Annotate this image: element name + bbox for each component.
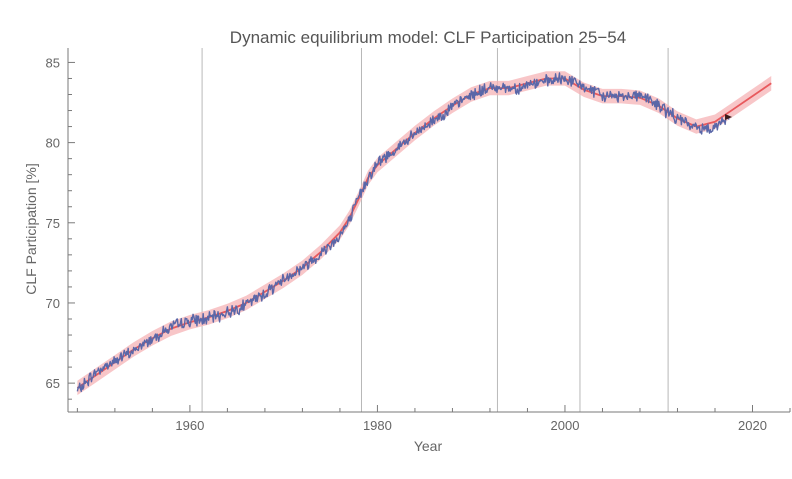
x-tick-label: 1960 — [175, 418, 204, 433]
x-tick-label: 2000 — [551, 418, 580, 433]
data-series-layer — [76, 72, 733, 393]
axes: 1960 1980 2000 2020 65 70 75 80 85 — [46, 48, 791, 433]
y-tick-label: 65 — [46, 376, 60, 391]
y-tick-label: 70 — [46, 296, 60, 311]
x-tick-label: 1980 — [363, 418, 392, 433]
chart-title: Dynamic equilibrium model: CLF Participa… — [230, 28, 626, 47]
y-tick-label: 80 — [46, 136, 60, 151]
confidence-band — [77, 71, 772, 396]
data-end-marker — [725, 113, 733, 120]
y-axis-label: CLF Participation [%] — [23, 163, 39, 295]
y-tick-label: 85 — [46, 55, 60, 70]
confidence-band-layer — [77, 71, 772, 396]
x-tick-label: 2020 — [738, 418, 767, 433]
observed-data-line — [76, 72, 730, 393]
x-axis-label: Year — [414, 438, 443, 454]
reference-lines — [201, 48, 669, 412]
y-tick-label: 75 — [46, 216, 60, 231]
